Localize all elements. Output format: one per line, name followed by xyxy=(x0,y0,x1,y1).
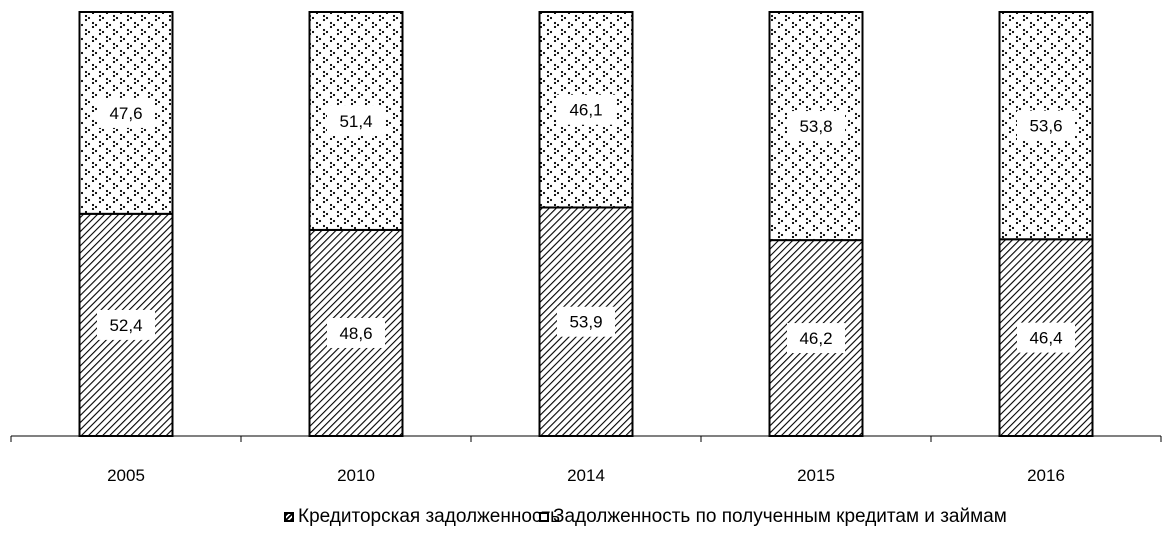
x-tick-label: 2016 xyxy=(1027,466,1065,485)
data-label: 53,9 xyxy=(557,306,615,337)
data-label-background xyxy=(557,94,615,125)
data-label-background xyxy=(787,323,845,354)
legend-label-payables: Кредиторская задолженность xyxy=(298,506,561,527)
data-label-background xyxy=(557,306,615,337)
data-label-text: 46,1 xyxy=(569,101,602,120)
data-label: 51,4 xyxy=(327,105,385,136)
data-label: 47,6 xyxy=(97,97,155,128)
legend-item-loans: Задолженность по полученным кредитам и з… xyxy=(539,506,1007,528)
data-label: 53,8 xyxy=(787,111,845,142)
data-label-background xyxy=(97,97,155,128)
data-label-text: 53,9 xyxy=(569,313,602,332)
data-label: 46,1 xyxy=(557,94,615,125)
legend-item-payables: Кредиторская задолженность xyxy=(284,506,560,528)
data-label: 52,4 xyxy=(97,309,155,340)
dotted-swatch-icon xyxy=(539,512,549,522)
data-label: 48,6 xyxy=(327,317,385,348)
legend-label-loans: Задолженность по полученным кредитам и з… xyxy=(553,506,1007,527)
x-tick-label: 2014 xyxy=(567,466,605,485)
x-tick-label: 2015 xyxy=(797,466,835,485)
bar-segment-loans xyxy=(768,11,864,242)
data-label-text: 53,6 xyxy=(1029,117,1062,136)
x-tick-label: 2010 xyxy=(337,466,375,485)
data-label-background xyxy=(327,317,385,348)
stacked-bar-chart: 52,4 47,6 2005 48,6 51,4 2010 53,9 46,1 2014 46,2… xyxy=(10,11,1162,485)
data-label: 53,6 xyxy=(1017,110,1075,141)
data-label-background xyxy=(97,309,155,340)
data-label: 46,4 xyxy=(1017,322,1075,353)
data-label-text: 52,4 xyxy=(109,316,142,335)
data-label-background xyxy=(1017,322,1075,353)
legend: Кредиторская задолженность Задолженность… xyxy=(0,506,1169,536)
data-label-background xyxy=(327,105,385,136)
x-tick-label: 2005 xyxy=(107,466,145,485)
data-label: 46,2 xyxy=(787,323,845,354)
data-label-text: 53,8 xyxy=(799,117,832,136)
data-label-background xyxy=(1017,110,1075,141)
data-label-text: 47,6 xyxy=(109,104,142,123)
data-label-background xyxy=(787,111,845,142)
data-label-text: 48,6 xyxy=(339,324,372,343)
data-label-text: 51,4 xyxy=(339,112,372,131)
data-label-text: 46,2 xyxy=(799,329,832,348)
hatch-swatch-icon xyxy=(284,512,294,522)
data-label-text: 46,4 xyxy=(1029,329,1062,348)
